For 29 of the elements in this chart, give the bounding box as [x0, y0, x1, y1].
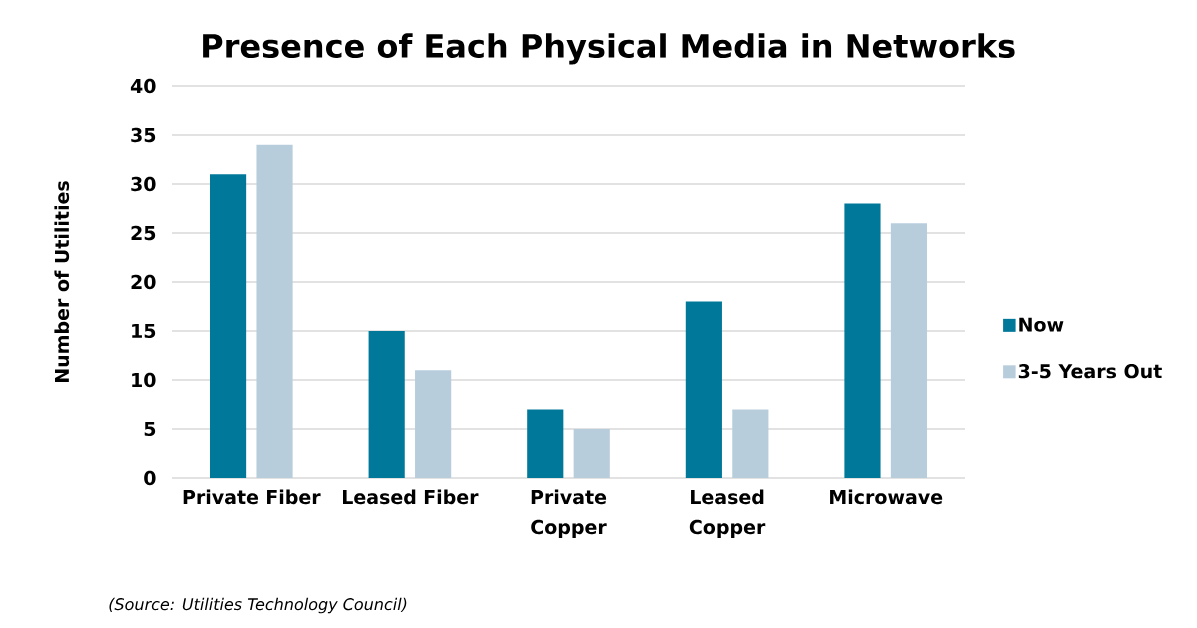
legend-label: Now: [1019, 317, 1064, 332]
bar: [256, 144, 293, 478]
y-tick-label: 15: [132, 323, 156, 339]
y-axis-title: Number of Utilities: [54, 181, 70, 382]
text: (Source: Utilities Technology Council): [109, 597, 407, 614]
y-tick-label: 35: [131, 127, 156, 143]
y-tick-label: 10: [132, 372, 156, 388]
y-tick-label: 20: [131, 274, 156, 290]
bar: [890, 223, 928, 478]
bar: [844, 203, 881, 478]
bar: [685, 301, 722, 478]
y-tick-label: 30: [131, 176, 156, 192]
x-tick-label: Private Fiber: [183, 489, 321, 505]
x-tick-label: Microwave: [830, 489, 943, 505]
y-tick-label: 25: [131, 225, 156, 241]
bar: [209, 174, 247, 478]
x-tick-label: Private Copper: [531, 489, 607, 538]
bar: [368, 331, 405, 478]
y-tick-label: 40: [130, 78, 156, 94]
y-tick-label: 0: [144, 470, 156, 486]
x-tick-label: Leased Copper: [689, 489, 766, 538]
bar: [573, 429, 610, 478]
chart-title: Presence of Each Physical Media in Networks: [203, 33, 1015, 65]
legend-label: 3-5 Years Out: [1018, 364, 1162, 379]
bar: [415, 370, 452, 478]
y-tick-label: 5: [144, 421, 156, 437]
bar: [527, 409, 564, 478]
bar: [732, 409, 769, 478]
x-tick-label: Leased Fiber: [343, 489, 479, 505]
